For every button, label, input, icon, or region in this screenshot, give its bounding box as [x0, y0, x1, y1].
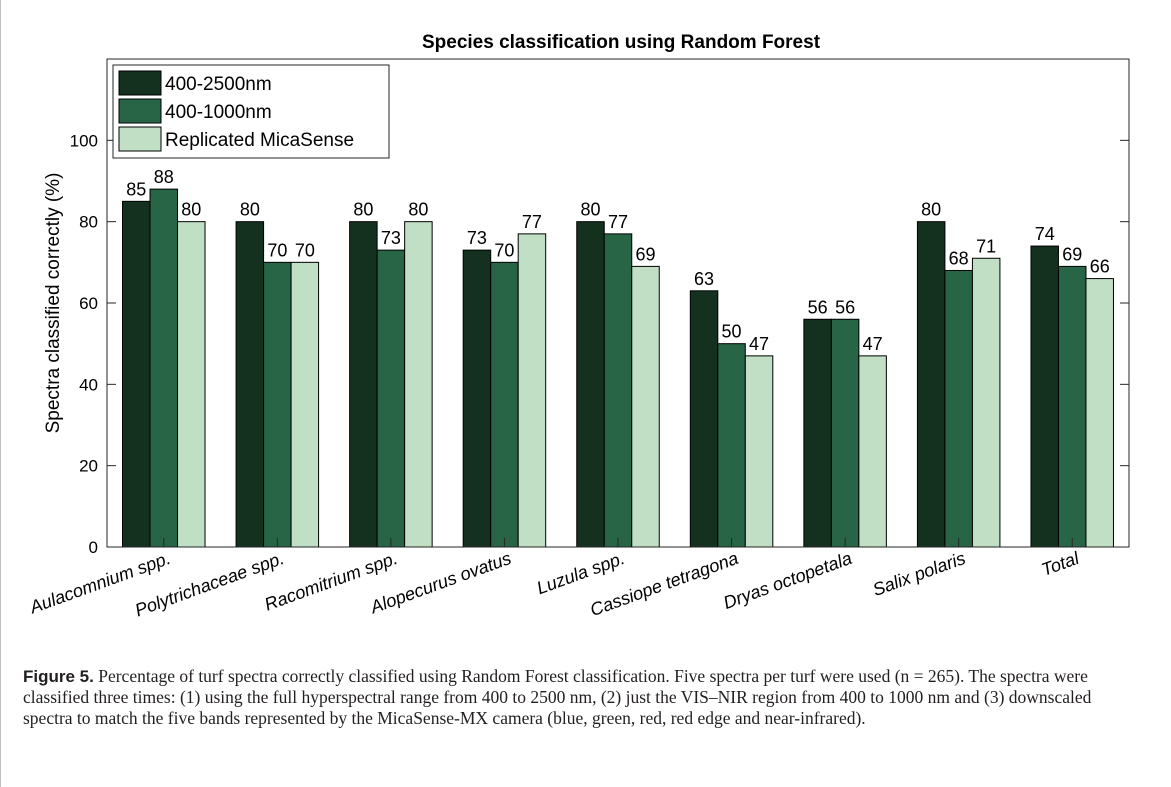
- bar: [576, 221, 605, 548]
- legend-swatch: [118, 70, 162, 96]
- legend-entry: 400-2500nm: [165, 74, 272, 95]
- bar: [149, 188, 179, 548]
- data-label: 56: [808, 297, 828, 317]
- data-label: 77: [608, 212, 628, 232]
- data-label: 73: [467, 228, 487, 248]
- bar: [944, 269, 973, 548]
- data-label: 70: [267, 240, 287, 260]
- data-label: 68: [949, 248, 969, 268]
- bar: [858, 355, 887, 548]
- legend-swatch: [118, 98, 162, 124]
- data-label: 80: [353, 200, 373, 220]
- data-label: 56: [835, 297, 855, 317]
- bar: [1085, 278, 1114, 548]
- bar: [744, 355, 774, 548]
- data-label: 80: [181, 200, 201, 220]
- data-label: 47: [749, 334, 769, 354]
- bar: [122, 200, 151, 548]
- data-label: 69: [635, 244, 655, 264]
- bar: [404, 221, 433, 548]
- bar: [803, 318, 832, 548]
- legend-entry: Replicated MicaSense: [165, 130, 354, 151]
- data-label: 73: [381, 228, 401, 248]
- data-label: 88: [154, 167, 174, 187]
- y-tick-label: 20: [79, 457, 98, 476]
- bar: [971, 257, 1001, 548]
- bar: [263, 261, 292, 548]
- caption-label: Figure 5.: [23, 667, 94, 686]
- bar: [517, 233, 547, 548]
- data-label: 77: [522, 212, 542, 232]
- data-label: 80: [408, 200, 428, 220]
- bar: [376, 249, 406, 548]
- data-label: 47: [863, 334, 883, 354]
- bar: [235, 221, 265, 548]
- y-tick-label: 100: [70, 131, 98, 150]
- figure-caption: Figure 5. Percentage of turf spectra cor…: [23, 666, 1143, 729]
- data-label: 85: [126, 179, 146, 199]
- data-label: 80: [921, 200, 941, 220]
- bar: [830, 318, 860, 548]
- bar: [290, 261, 320, 548]
- data-label: 66: [1090, 257, 1110, 277]
- x-tick-label: Dryas octopetala: [721, 548, 855, 613]
- data-label: 80: [580, 200, 600, 220]
- y-tick-label: 80: [79, 213, 98, 232]
- data-label: 70: [494, 240, 514, 260]
- data-label: 63: [694, 269, 714, 289]
- caption-text: Percentage of turf spectra correctly cla…: [23, 666, 1092, 728]
- bar: [1030, 245, 1059, 548]
- bar: [916, 221, 946, 548]
- x-tick-label: Salix polaris: [870, 548, 968, 600]
- x-tick-labels: Aulacomnium spp.Polytrichaceae spp.Racom…: [26, 548, 1082, 621]
- y-tick-label: 40: [79, 375, 98, 394]
- y-tick-label: 60: [79, 294, 98, 313]
- bar: [631, 265, 660, 548]
- chart-title: Species classification using Random Fore…: [422, 32, 821, 53]
- data-label: 71: [976, 236, 996, 256]
- bar-chart: Species classification using Random Fore…: [26, 32, 1130, 621]
- y-tick-label: 0: [89, 538, 98, 557]
- bar: [177, 221, 206, 548]
- bar: [349, 221, 378, 548]
- x-tick-label: Luzula spp.: [534, 548, 627, 598]
- legend: 400-2500nm 400-1000nm Replicated MicaSense: [112, 64, 390, 159]
- bar: [462, 249, 492, 548]
- bar: [717, 343, 746, 548]
- data-label: 50: [722, 322, 742, 342]
- data-label: 70: [295, 240, 315, 260]
- plot-area: 85 88 80 80 70 70 80 73 80 73 70 77 80 77 69 63 50 47 56 56…: [70, 58, 1130, 557]
- legend-entry: 400-1000nm: [165, 102, 272, 123]
- data-label: 80: [240, 200, 260, 220]
- x-tick-label: Total: [1039, 548, 1083, 580]
- bar: [1057, 265, 1087, 548]
- data-label: 69: [1062, 244, 1082, 264]
- bar: [490, 261, 519, 548]
- bar: [603, 233, 633, 548]
- bar: [689, 290, 719, 548]
- data-label: 74: [1035, 224, 1055, 244]
- y-axis-label: Spectra classified correctly (%): [43, 173, 64, 434]
- legend-swatch: [118, 126, 162, 152]
